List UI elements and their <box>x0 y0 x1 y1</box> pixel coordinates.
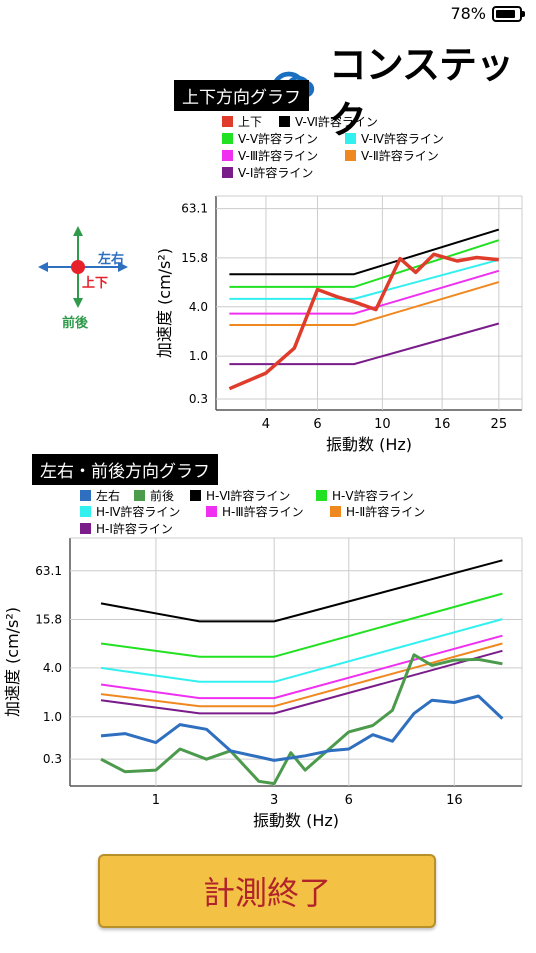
legend-swatch <box>134 490 145 501</box>
compass-label-left-right: 左右 <box>98 252 125 267</box>
x-tick-label: 10 <box>374 417 391 432</box>
y-tick-label: 15.8 <box>35 613 62 627</box>
legend-item: V-Ⅰ許容ライン <box>222 164 313 181</box>
legend-item: V-Ⅱ許容ライン <box>345 147 439 164</box>
legend-swatch <box>80 523 91 534</box>
legend-swatch <box>190 490 201 501</box>
horizontal-chart-svg: 1 3 6 16 63.1 15.8 4.0 1.0 0.3 振動数 (Hz) 加速度 (cm/s²… <box>3 537 523 830</box>
legend-item: 左右 <box>80 487 120 504</box>
legend-item: 上下 <box>222 113 262 130</box>
legend-item: H-Ⅵ許容ライン <box>190 487 290 504</box>
x-tick-label: 1 <box>152 793 160 808</box>
series-line-8 <box>100 649 503 715</box>
series-line-6 <box>100 634 503 700</box>
y-tick-label: 0.3 <box>189 392 208 406</box>
legend-label: 上下 <box>238 115 263 129</box>
x-tick-label: 4 <box>262 417 270 432</box>
legend-item: H-Ⅳ許容ライン <box>80 503 180 520</box>
y-tick-label: 15.8 <box>181 251 208 265</box>
series-line-5 <box>229 269 500 315</box>
legend-label: H-Ⅳ許容ライン <box>96 505 181 519</box>
x-axis-title: 振動数 (Hz) <box>326 435 412 454</box>
series-line-7 <box>100 642 503 708</box>
compass-label-vertical: 上下 <box>82 276 109 291</box>
legend-label: H-Ⅰ許容ライン <box>96 522 173 536</box>
legend-label: V-Ⅲ許容ライン <box>238 149 319 163</box>
y-tick-label: 0.3 <box>43 752 62 766</box>
legend-item: V-Ⅵ許容ライン <box>279 113 378 130</box>
horizontal-chart-title: 左右・前後方向グラフ <box>32 454 218 485</box>
legend-label: V-Ⅳ許容ライン <box>361 132 444 146</box>
legend-label: V-Ⅵ許容ライン <box>295 115 378 129</box>
legend-swatch <box>222 116 233 127</box>
y-tick-label: 1.0 <box>189 349 208 363</box>
x-tick-label: 25 <box>491 417 508 432</box>
status-bar: 78% <box>450 4 525 23</box>
direction-compass: 左右 上下 前後 <box>36 224 136 334</box>
y-tick-label: 63.1 <box>35 564 62 578</box>
legend-item: H-Ⅴ許容ライン <box>316 487 414 504</box>
y-tick-label: 4.0 <box>189 300 208 314</box>
legend-label: V-Ⅴ許容ライン <box>238 132 319 146</box>
legend-item: H-Ⅲ許容ライン <box>206 503 304 520</box>
x-tick-label: 16 <box>434 417 451 432</box>
x-tick-label: 3 <box>270 793 278 808</box>
legend-item: H-Ⅱ許容ライン <box>330 503 425 520</box>
legend-swatch <box>330 506 341 517</box>
series-line-7 <box>229 322 500 366</box>
series-line-2 <box>100 653 503 786</box>
legend-swatch <box>222 167 233 178</box>
vertical-chart-title: 上下方向グラフ <box>174 80 309 111</box>
battery-percent: 78% <box>450 4 486 23</box>
legend-label: H-Ⅴ許容ライン <box>332 489 414 503</box>
legend-swatch <box>80 506 91 517</box>
legend-swatch <box>80 490 91 501</box>
y-tick-label: 4.0 <box>43 661 62 675</box>
series-line-2 <box>229 228 500 276</box>
finish-measurement-button[interactable]: 計測終了 <box>98 854 436 928</box>
legend-item: V-Ⅲ許容ライン <box>222 147 318 164</box>
series-line-4 <box>229 258 500 300</box>
series-line-4 <box>100 592 503 658</box>
x-axis-title: 振動数 (Hz) <box>253 811 339 830</box>
series-line-3 <box>100 559 503 623</box>
legend-item: V-Ⅳ許容ライン <box>345 130 444 147</box>
legend-swatch <box>345 150 356 161</box>
legend-swatch <box>222 133 233 144</box>
series-line-1 <box>228 252 499 391</box>
series-line-3 <box>229 239 500 288</box>
y-tick-label: 1.0 <box>43 710 62 724</box>
legend-label: 前後 <box>150 489 175 503</box>
legend-label: H-Ⅵ許容ライン <box>206 489 291 503</box>
y-tick-label: 63.1 <box>181 202 208 216</box>
legend-swatch <box>316 490 327 501</box>
legend-label: H-Ⅲ許容ライン <box>222 505 304 519</box>
legend-swatch <box>279 116 290 127</box>
legend-swatch <box>222 150 233 161</box>
x-tick-label: 6 <box>345 793 353 808</box>
series-line-1 <box>100 694 504 762</box>
legend-swatch <box>345 133 356 144</box>
legend-item: V-Ⅴ許容ライン <box>222 130 318 147</box>
y-axis-title: 加速度 (cm/s²) <box>155 248 174 358</box>
x-tick-label: 16 <box>446 793 463 808</box>
legend-swatch <box>206 506 217 517</box>
vertical-chart-svg: 4 6 10 16 25 63.1 15.8 4.0 1.0 0.3 振動数 (Hz) 加速度 (cm… <box>155 195 523 454</box>
legend-label: V-Ⅱ許容ライン <box>361 149 439 163</box>
battery-icon <box>492 5 525 22</box>
legend-label: V-Ⅰ許容ライン <box>238 166 314 180</box>
x-tick-label: 6 <box>313 417 321 432</box>
y-axis-title: 加速度 (cm/s²) <box>3 607 22 717</box>
legend-label: 左右 <box>96 489 121 503</box>
legend-item: 前後 <box>134 487 174 504</box>
compass-label-front-back: 前後 <box>62 316 89 331</box>
legend-item: H-Ⅰ許容ライン <box>80 520 173 537</box>
series-line-5 <box>100 618 503 683</box>
legend-label: H-Ⅱ許容ライン <box>346 505 426 519</box>
series-line-6 <box>229 281 500 326</box>
